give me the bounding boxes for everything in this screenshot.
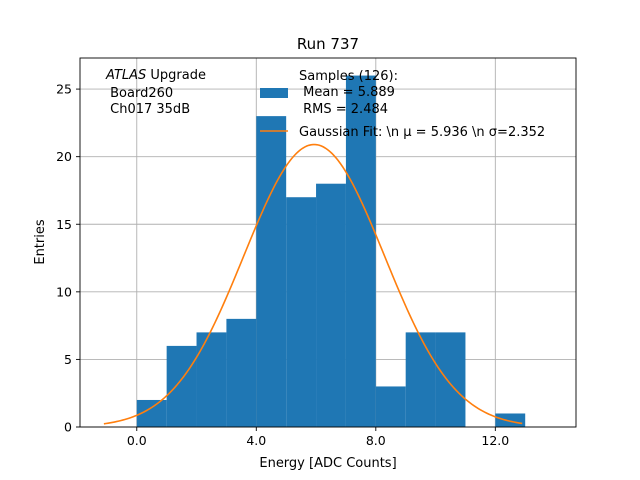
axis-ticks: 0.0 4.0 8.0 12.0 0 5 10 15 20 25 — [56, 82, 509, 448]
svg-text:ATLAS Upgrade: ATLAS Upgrade — [105, 68, 206, 83]
legend-histogram-swatch — [260, 88, 288, 98]
y-tick-label-5: 25 — [56, 82, 72, 97]
annotation-atlas: ATLAS — [105, 68, 146, 83]
annotation-channel: Ch017 35dB — [106, 102, 190, 117]
y-tick-label-3: 15 — [56, 217, 72, 232]
histogram-bar-12 — [495, 413, 526, 427]
legend-fit-label: Gaussian Fit: \n μ = 5.936 \n σ=2.352 — [299, 125, 545, 140]
annotation-board: Board260 — [106, 86, 173, 101]
histogram-bar-9 — [405, 332, 436, 427]
legend-rms: RMS = 2.484 — [299, 102, 388, 117]
atlas-annotation: ATLAS Upgrade Board260 Ch017 35dB — [105, 68, 206, 117]
y-tick-label-0: 0 — [64, 420, 72, 435]
histogram-bar-1 — [166, 345, 197, 427]
x-tick-label-1: 4.0 — [246, 433, 266, 448]
y-tick-label-1: 5 — [64, 352, 72, 367]
histogram-bar-5 — [286, 197, 317, 427]
histogram-bar-6 — [316, 183, 346, 427]
histogram-bar-4 — [256, 116, 287, 427]
histogram-bars — [136, 75, 526, 428]
histogram-bar-7 — [345, 75, 376, 428]
x-tick-label-3: 12.0 — [481, 433, 509, 448]
legend-samples: Samples (126): — [299, 69, 398, 84]
gaussian-fit-curve — [103, 143, 523, 425]
legend-mean: Mean = 5.889 — [299, 85, 395, 100]
histogram-bar-3 — [226, 318, 257, 427]
x-tick-label-0: 0.0 — [127, 433, 147, 448]
legend: Samples (126): Mean = 5.889 RMS = 2.484 … — [260, 69, 545, 140]
y-tick-label-2: 10 — [56, 284, 72, 299]
plot-frame — [79, 57, 577, 428]
chart-title: Run 737 — [297, 35, 359, 53]
histogram-bar-10 — [435, 332, 466, 427]
histogram-bar-2 — [196, 332, 227, 427]
y-tick-label-4: 20 — [56, 149, 72, 164]
x-axis-label: Energy [ADC Counts] — [259, 456, 396, 471]
annotation-upgrade: Upgrade — [146, 68, 206, 83]
x-tick-label-2: 8.0 — [366, 433, 386, 448]
histogram-bar-8 — [375, 386, 406, 427]
y-axis-label: Entries — [33, 219, 48, 265]
